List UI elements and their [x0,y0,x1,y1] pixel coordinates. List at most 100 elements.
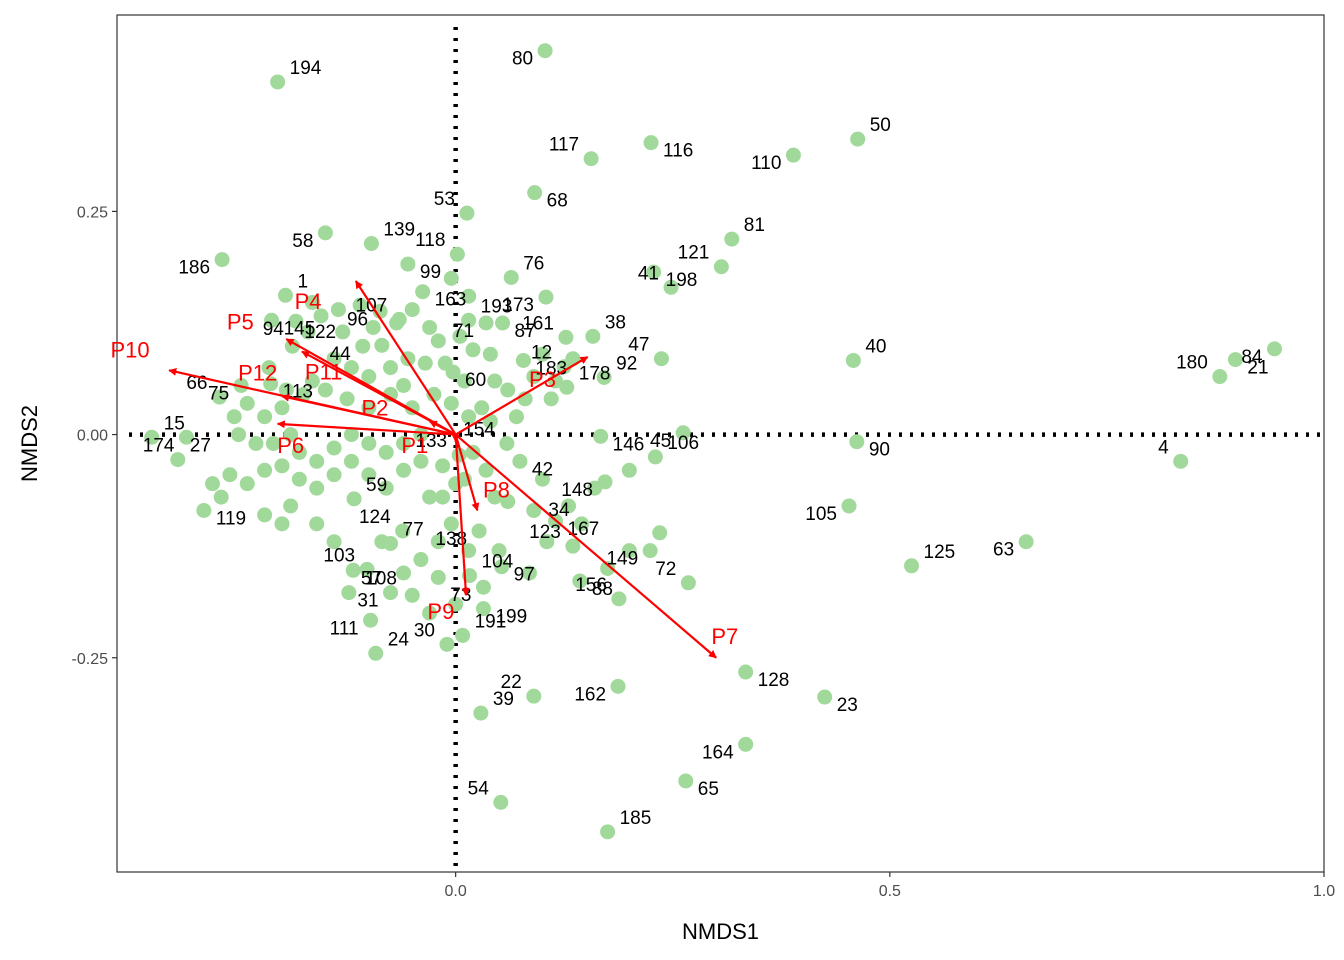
site-label-50: 50 [870,115,891,136]
site-point-148 [597,474,613,490]
site-point [422,489,438,505]
site-label-106: 106 [667,433,699,454]
site-label-154: 154 [463,420,495,441]
site-label-72: 72 [655,559,676,580]
site-point-105 [841,498,857,514]
site-point-183 [515,352,531,368]
site-label-123: 123 [529,522,561,543]
site-point [465,444,481,460]
vector-arrow-p3 [455,355,589,436]
site-point-94 [288,313,304,329]
vector-label-p4: P4 [295,289,322,314]
site-label-99: 99 [420,262,441,283]
site-point [300,324,316,340]
site-point [443,516,459,532]
site-point [291,471,307,487]
site-point [404,587,420,603]
site-label-110: 110 [751,153,781,174]
site-point-123 [565,538,581,554]
site-point-106 [647,449,663,465]
site-point-199 [475,601,491,617]
site-point [291,444,307,460]
y-tick-label: -0.25 [72,651,109,668]
site-point-111 [363,612,379,628]
site-label-81: 81 [744,215,765,236]
site-point-50 [850,131,866,147]
site-label-161: 161 [522,313,554,334]
site-point [309,480,325,496]
site-point [339,391,355,407]
site-point-145 [264,312,280,328]
site-point-58 [317,225,333,241]
site-label-122: 122 [304,322,336,343]
site-point [352,297,368,313]
site-label-63: 63 [993,540,1014,561]
site-point [413,453,429,469]
site-point [426,386,442,402]
site-point [283,498,299,514]
vector-arrow-p12 [281,393,456,436]
site-label-1: 1 [297,271,308,292]
site-point-173 [538,289,554,305]
site-point [621,462,637,478]
vector-label-p11: P11 [305,360,343,385]
site-point [396,377,412,393]
site-point [257,462,273,478]
site-label-47: 47 [628,335,649,356]
site-point [361,467,377,483]
site-label-90: 90 [869,440,890,461]
site-point-54 [493,794,509,810]
site-label-124: 124 [359,507,391,528]
site-point [621,543,637,559]
site-label-31: 31 [357,591,378,612]
site-point-185 [600,824,616,840]
site-point [378,480,394,496]
site-point [534,346,550,362]
site-point-180 [1212,369,1228,385]
site-point-161 [558,329,574,345]
site-label-27: 27 [190,436,211,457]
site-label-105: 105 [805,504,837,525]
site-point-194 [270,74,286,90]
site-label-92: 92 [616,353,637,374]
site-point-72 [680,575,696,591]
site-point [417,355,433,371]
site-point [500,382,516,398]
site-point-186 [214,252,230,268]
site-point-30 [439,636,455,652]
site-point [265,436,281,451]
site-point [461,409,477,425]
site-point [534,471,550,487]
site-point [309,453,325,469]
site-point-99 [400,256,416,272]
site-point-34 [574,516,590,532]
site-point [365,319,381,335]
site-label-149: 149 [606,549,638,570]
site-point [231,427,247,443]
site-point [278,382,294,398]
site-point [396,436,412,451]
site-label-84: 84 [1241,347,1263,368]
site-label-77: 77 [403,519,424,540]
site-label-173: 173 [502,295,534,316]
plot-panel [116,14,1325,873]
site-label-38: 38 [605,312,626,333]
site-label-80: 80 [512,49,533,70]
vector-arrow-p4 [354,280,457,436]
site-point-15 [144,429,160,445]
vector-arrow-p11 [301,350,457,436]
site-point-38 [585,328,601,344]
site-point [422,319,438,335]
vector-label-p3: P3 [529,367,556,392]
site-point [304,294,320,310]
site-label-59: 59 [366,475,387,496]
site-point [309,516,325,532]
site-point [465,342,481,358]
site-label-34: 34 [548,500,570,521]
site-label-22: 22 [501,672,522,693]
site-point-96 [372,303,388,319]
vector-label-p6: P6 [277,433,304,458]
site-point [543,391,559,407]
site-point [500,494,516,510]
vector-label-p8: P8 [483,478,510,503]
